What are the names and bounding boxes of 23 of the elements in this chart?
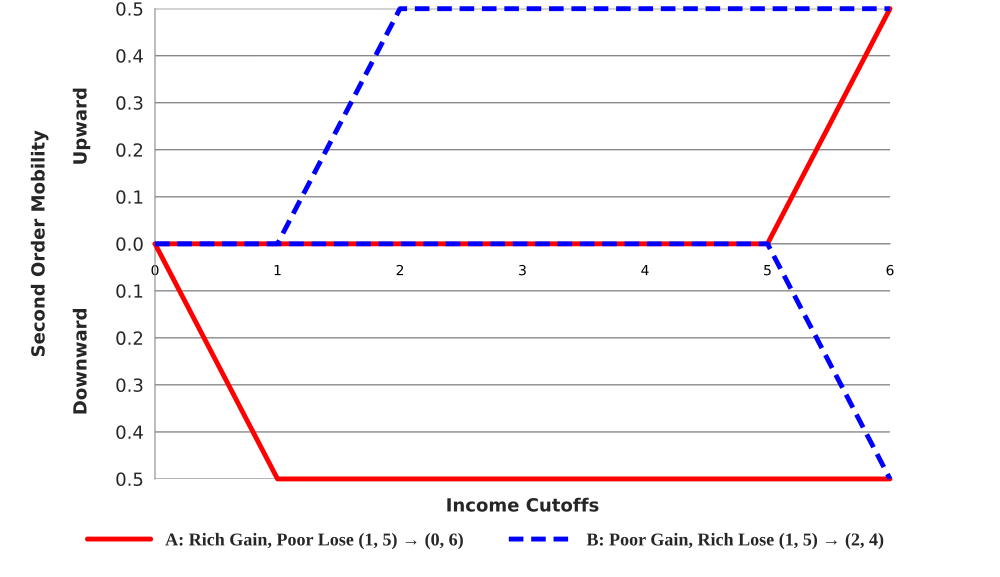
x-tick-label: 5 [764,265,771,276]
x-tick-label: 6 [886,264,894,276]
x-tick-label: 3 [519,264,526,276]
y-tick-label: 0.4 [116,49,143,63]
text: Downward [72,309,87,414]
x-tick-label: 2 [396,264,404,276]
y-tick-label: 0.1 [116,190,142,204]
y-tick-label: 0.5 [116,472,142,486]
y-tick-label: 0.5 [116,2,142,16]
legend-label: A: Rich Gain, Poor Lose (1, 5) → (0, 6) [165,532,463,550]
y-tick-label: 0.3 [116,378,142,392]
y-tick-label: 0.4 [116,425,143,439]
x-tick-label: 1 [274,265,281,276]
legend-label: B: Poor Gain, Rich Lose (1, 5) → (2, 4) [586,532,884,550]
x-axis-title: Income Cutoffs [447,498,598,512]
y-tick-label: 0.2 [116,143,142,157]
text: Upward [72,88,90,164]
y-tick-label: 0.2 [116,331,142,345]
y-tick-label: 0.1 [116,284,142,298]
y-axis-title: Second Order Mobility [30,130,48,356]
x-tick-label: 4 [641,265,649,276]
y-tick-label: 0.3 [116,96,142,110]
y-tick-label: 0.0 [116,237,143,251]
